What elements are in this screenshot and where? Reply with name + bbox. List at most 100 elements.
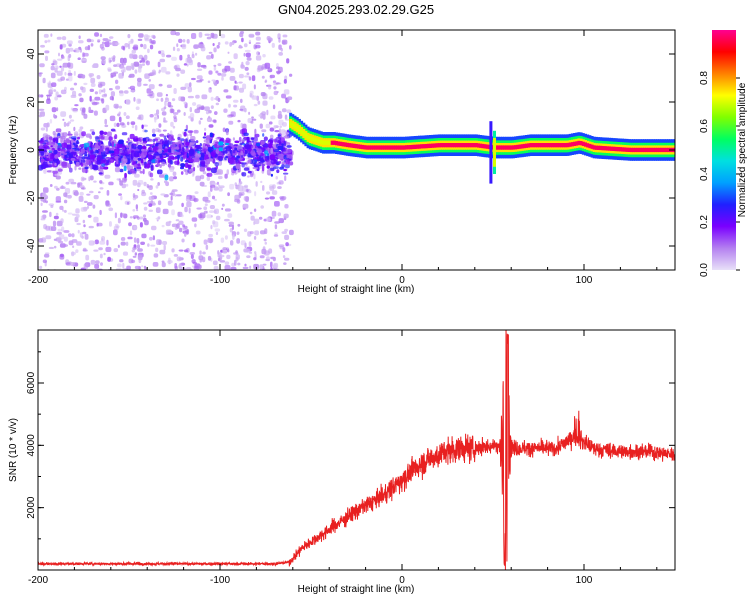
spectrogram-cell <box>99 240 106 245</box>
ridge-mark <box>332 140 336 145</box>
ridge-mark <box>538 143 542 148</box>
spectrogram-cell <box>86 202 93 206</box>
spectrogram-cell <box>136 244 140 249</box>
ridge-mark <box>629 147 633 153</box>
spectrogram-cell <box>161 161 166 167</box>
ridge-mark <box>343 142 347 147</box>
spectrogram-cell <box>80 86 84 91</box>
spectrogram-cell <box>220 254 225 258</box>
spectrogram-cell <box>268 96 274 100</box>
spectrogram-cell <box>131 249 136 253</box>
ridge-mark <box>588 143 592 149</box>
spectrogram-cell <box>102 59 106 65</box>
spectrogram-cell <box>195 175 201 182</box>
spectrogram-cell <box>91 64 98 68</box>
spectrogram-cell <box>261 129 267 133</box>
spectrogram-cell <box>171 248 175 253</box>
spectrogram-cell <box>129 133 135 140</box>
spectrogram-cell <box>48 136 53 141</box>
spectrogram-cell <box>161 66 167 73</box>
spectrogram-cell <box>201 153 205 158</box>
spectrogram-cell <box>199 250 202 255</box>
spectrogram-cell <box>81 74 86 79</box>
spectrogram-cell <box>230 266 237 270</box>
spectrogram-cell <box>258 114 262 117</box>
spectrogram-cell <box>269 127 275 132</box>
spectrogram-cell <box>42 259 47 264</box>
spectrogram-x-axis-title: Height of straight line (km) <box>298 284 415 295</box>
spectrogram-cell <box>228 61 232 64</box>
spectrogram-cell <box>127 236 133 240</box>
spectrogram-cell <box>148 203 153 207</box>
ridge-mark <box>501 145 504 150</box>
spectrogram-cell <box>140 241 145 245</box>
spectrogram-cell <box>207 237 214 243</box>
ridge-mark <box>385 145 389 150</box>
spectrogram-cell <box>48 80 51 86</box>
spectrogram-cell <box>89 135 92 140</box>
spectrogram-cell <box>190 141 196 145</box>
spectrogram-cell <box>283 172 289 175</box>
spectrogram-cell <box>283 160 286 163</box>
spectrogram-cell <box>210 225 213 230</box>
spectrogram-cell <box>148 196 155 201</box>
ridge-mark <box>570 142 574 147</box>
spectrogram-cell <box>227 213 233 218</box>
spectrogram-cell <box>192 242 196 248</box>
spectrogram-cell <box>82 52 89 57</box>
spectrogram-cell <box>59 44 63 50</box>
spectrogram-cell <box>114 134 118 140</box>
spectrogram-cell <box>275 136 282 143</box>
spectrogram-cell <box>61 161 67 167</box>
spectrogram-cell <box>232 234 235 240</box>
spectrogram-cell <box>205 135 212 141</box>
spectrogram-cell <box>284 175 287 181</box>
spectrogram-cell <box>286 58 290 64</box>
spectrogram-cell <box>153 153 157 158</box>
spectrogram-cell <box>122 212 125 217</box>
spectrogram-cell <box>91 131 96 136</box>
spectrogram-cell <box>288 154 293 159</box>
spectrogram-cell <box>142 214 146 218</box>
spectrogram-cell <box>153 116 158 120</box>
ridge-mark <box>594 145 598 150</box>
spectrogram-cell <box>134 69 138 74</box>
ridge-mark <box>459 143 463 148</box>
spectrogram-cell <box>223 89 229 93</box>
spectrogram-cell <box>169 176 174 182</box>
spectrogram-cell <box>221 207 224 210</box>
spectrogram-cell <box>73 70 76 76</box>
spectrogram-cell <box>237 262 241 266</box>
y-tick-label: 40 <box>26 48 37 60</box>
colorbar-tick-label: 0.2 <box>699 215 710 229</box>
spectrogram-cell <box>70 151 77 155</box>
spectrogram-cell <box>260 152 264 157</box>
spectrogram-cell <box>177 211 183 217</box>
spectrogram-cell <box>284 114 288 120</box>
spectrogram-cell <box>45 200 48 204</box>
ridge-mark <box>391 145 395 150</box>
spectrogram-cell <box>71 251 75 257</box>
spectrogram-cell <box>194 223 197 228</box>
spectrogram-cell <box>134 252 138 256</box>
spectrogram-cell <box>77 229 80 234</box>
ridge-mark <box>509 145 513 150</box>
spectrogram-cell <box>95 149 99 154</box>
spectrogram-cell <box>259 264 264 270</box>
spectrogram-cell <box>54 143 58 148</box>
spectrogram-cell <box>278 37 281 43</box>
spectrogram-cell <box>60 76 65 81</box>
spectrogram-cell <box>115 79 119 84</box>
spectrogram-cell <box>204 127 207 131</box>
spectrogram-cell <box>81 235 84 239</box>
spectrogram-cell <box>215 215 221 221</box>
spectrogram-cell <box>236 155 240 159</box>
spectrogram-cell <box>83 113 88 119</box>
ridge-mark <box>546 143 550 148</box>
spectrogram-cell <box>225 142 230 146</box>
spectrogram-cell <box>224 235 228 240</box>
spectrogram-cell <box>244 66 249 71</box>
spectrogram-cell <box>200 161 206 167</box>
ridge-mark <box>536 143 539 148</box>
spectrogram-cell <box>159 249 166 255</box>
